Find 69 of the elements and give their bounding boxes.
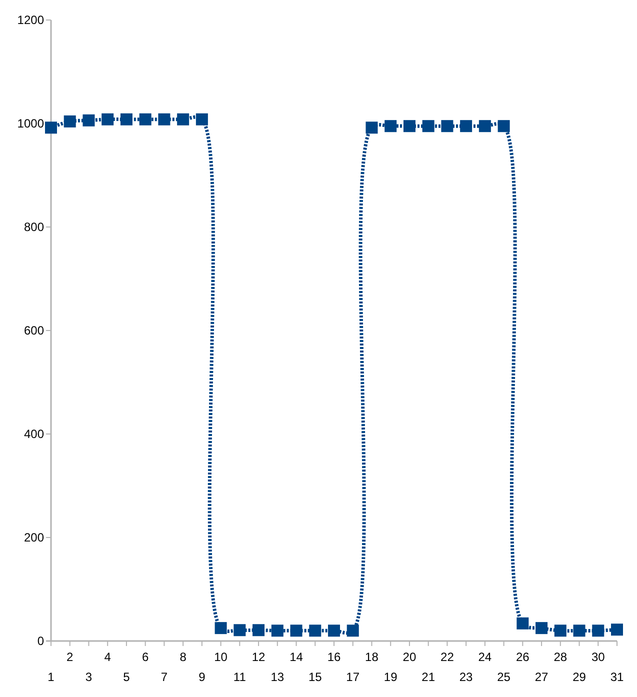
x-tick-label: 21	[422, 670, 436, 684]
x-tick-label: 6	[142, 650, 149, 664]
x-tick-label: 31	[610, 670, 624, 684]
point	[611, 624, 623, 636]
x-tick-label: 18	[365, 650, 379, 664]
y-tick-label: 1200	[17, 13, 44, 28]
x-tick-label: 4	[104, 650, 112, 664]
point	[82, 114, 95, 126]
x-tick-label: 19	[384, 670, 398, 684]
x-tick-label: 2	[66, 650, 74, 664]
x-tick-label: 17	[346, 670, 360, 684]
point	[328, 624, 340, 637]
point	[120, 113, 132, 126]
x-tick-label: 23	[459, 670, 474, 684]
y-tick-label: 600	[24, 324, 44, 338]
x-tick-label: 24	[478, 650, 492, 664]
point	[516, 617, 529, 630]
x-tick-label: 14	[290, 650, 304, 664]
x-tick-label: 10	[214, 650, 228, 664]
point	[252, 624, 265, 636]
point	[366, 122, 378, 134]
point	[441, 120, 454, 132]
x-tick-label: 1	[48, 670, 55, 684]
x-tick-label: 15	[308, 670, 322, 684]
point	[196, 113, 208, 126]
point	[177, 113, 190, 126]
point	[139, 113, 152, 126]
point	[271, 624, 284, 637]
point	[573, 624, 586, 637]
x-tick-label: 22	[440, 650, 454, 664]
y-tick-label: 200	[24, 530, 44, 545]
x-tick-label: 7	[160, 670, 168, 684]
point	[460, 120, 472, 132]
point	[346, 624, 359, 637]
x-tick-label: 20	[402, 650, 416, 664]
point	[158, 113, 170, 126]
x-tick-label: 25	[497, 670, 511, 684]
x-tick-label: 11	[233, 670, 246, 684]
point	[403, 120, 416, 132]
x-tick-label: 13	[270, 670, 284, 684]
x-tick-label: 26	[516, 650, 530, 664]
x-tick-label: 16	[327, 650, 341, 664]
point	[64, 115, 76, 128]
y-tick-label: 0	[37, 634, 44, 648]
x-tick-label: 9	[198, 670, 206, 684]
point	[309, 624, 322, 637]
x-tick-label: 30	[591, 650, 606, 664]
x-tick-label: 12	[252, 650, 266, 664]
x-tick-label: 8	[180, 650, 187, 664]
point	[102, 113, 114, 126]
x-tick-label: 3	[85, 670, 92, 684]
point	[214, 622, 227, 634]
y-tick-label: 400	[24, 427, 44, 442]
point	[592, 624, 604, 637]
y-tick-label: 800	[24, 220, 44, 234]
y-tick-label: 1000	[17, 116, 44, 131]
point	[384, 120, 397, 132]
x-tick-label: 27	[534, 670, 549, 684]
point	[422, 120, 434, 132]
x-tick-label: 28	[554, 650, 568, 664]
x-tick-label: 29	[572, 670, 586, 684]
point	[498, 120, 510, 132]
point	[554, 624, 566, 637]
point	[290, 624, 302, 637]
point	[478, 120, 491, 132]
x-tick-label: 5	[123, 670, 130, 684]
point	[45, 122, 57, 134]
point	[536, 622, 548, 634]
point	[234, 624, 246, 636]
